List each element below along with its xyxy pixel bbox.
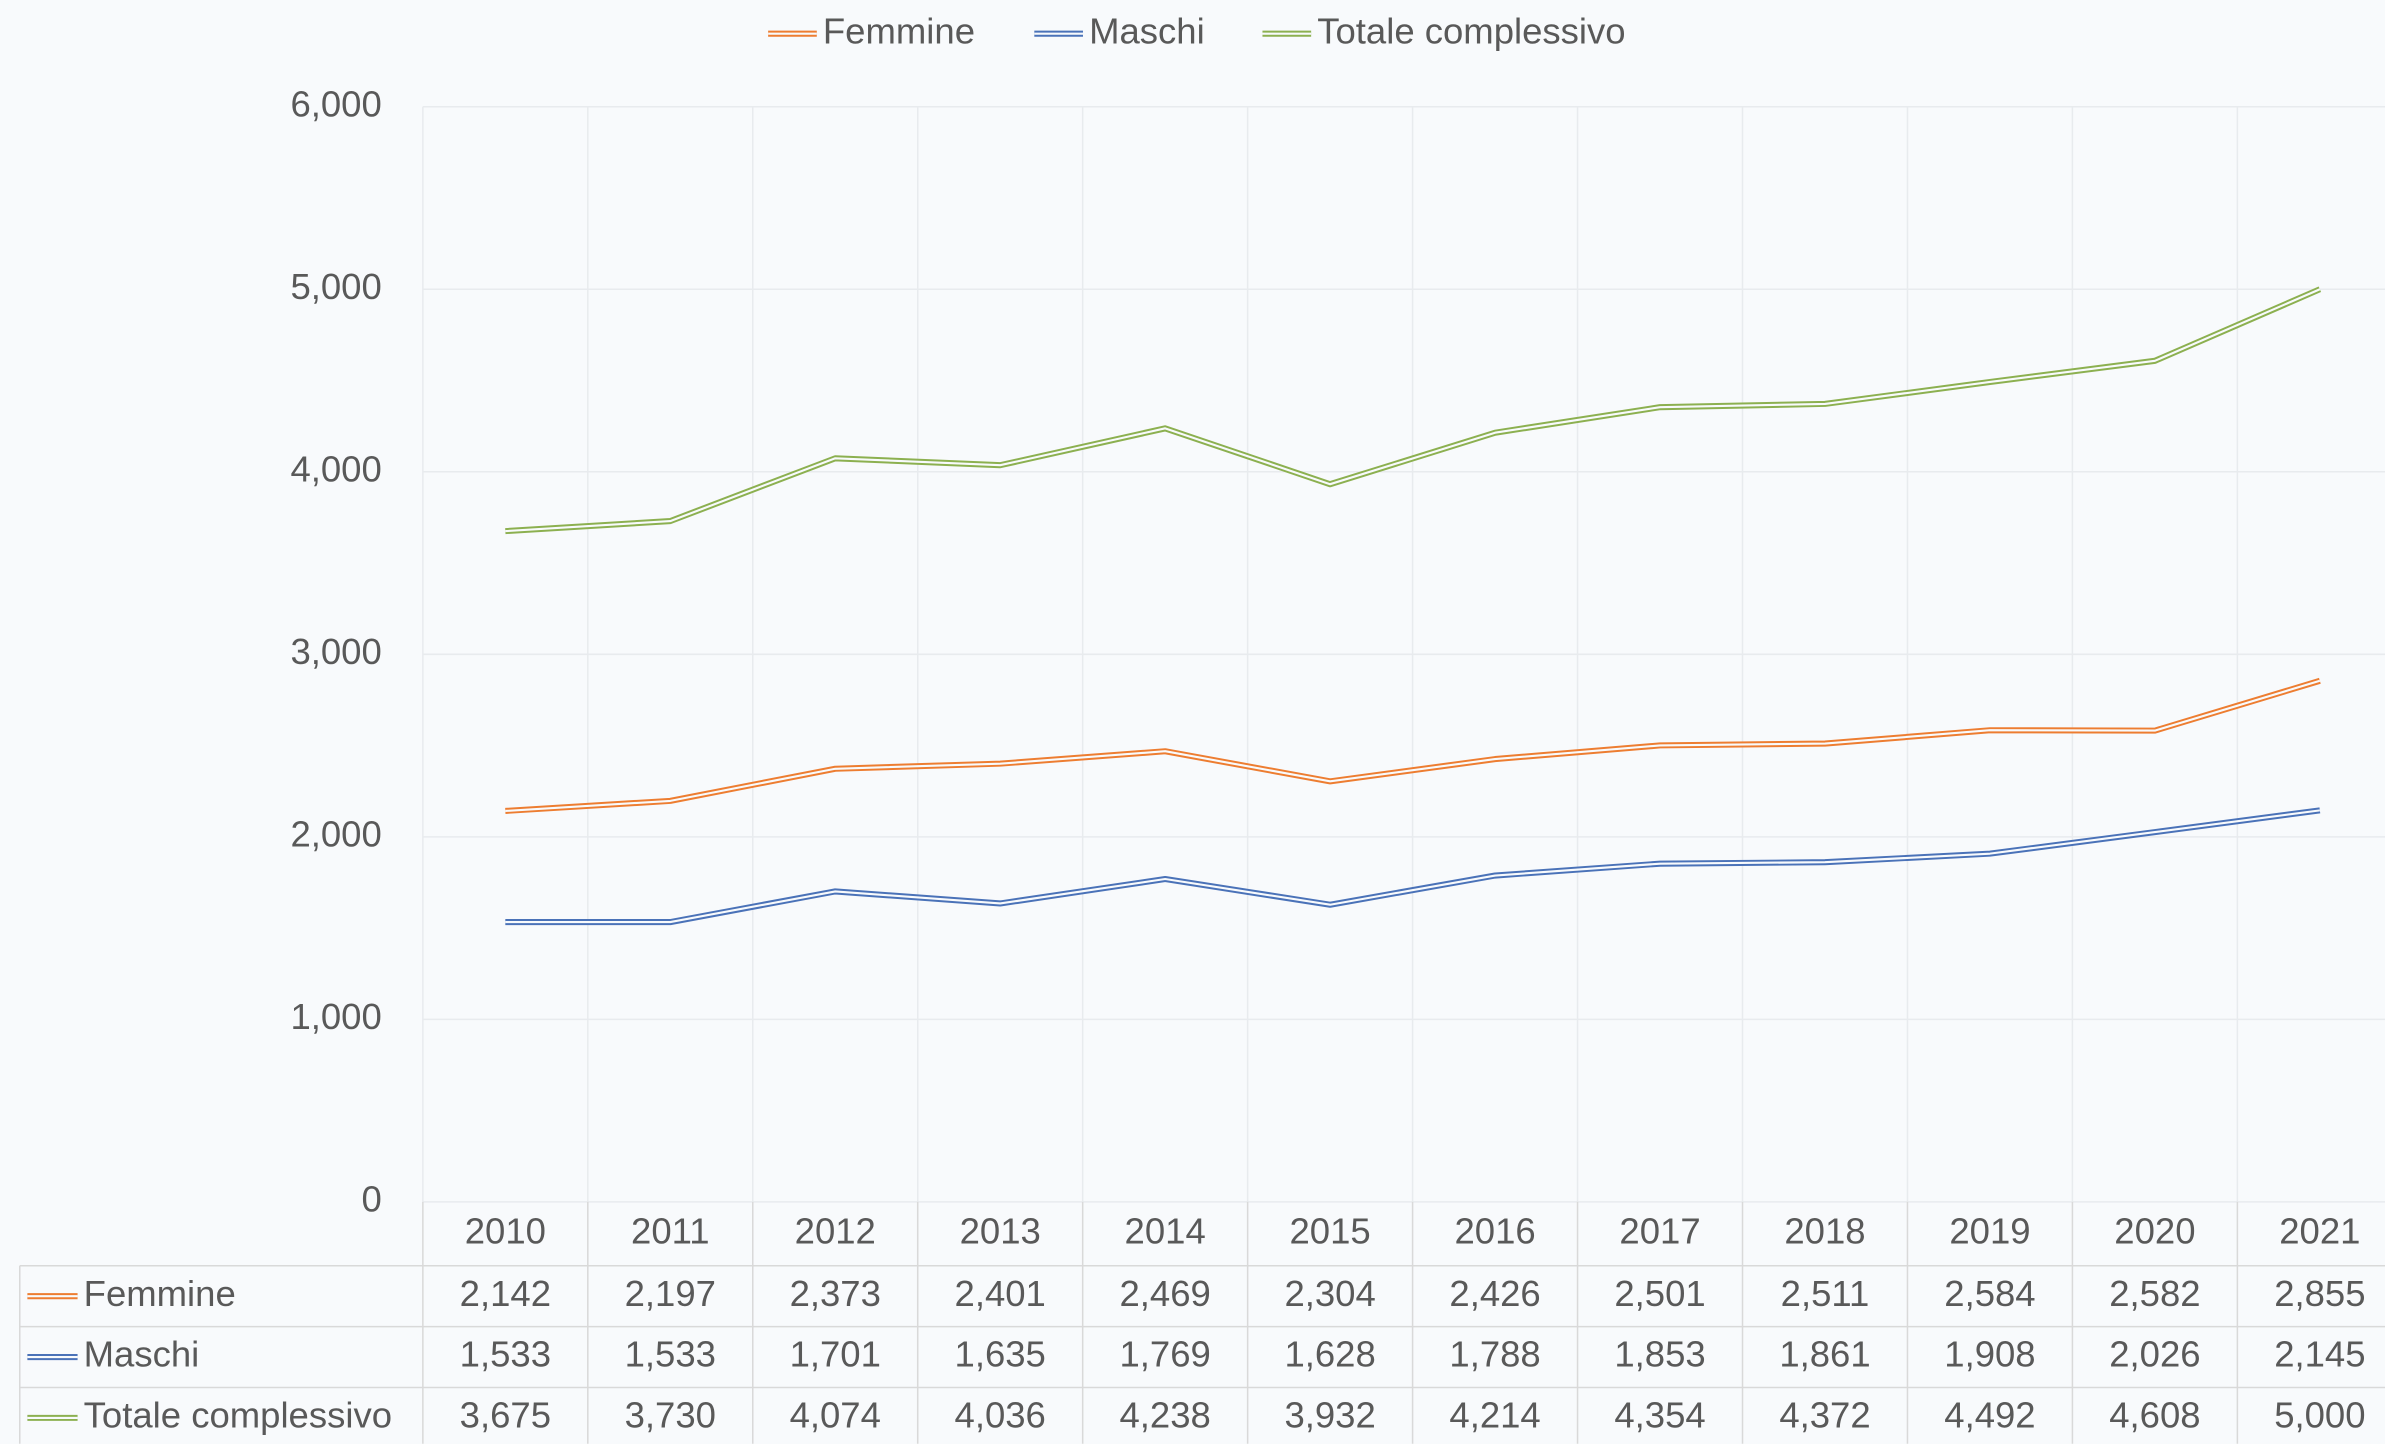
table-value: 4,492 <box>1944 1395 2035 1436</box>
table-value: 3,932 <box>1284 1395 1375 1436</box>
y-tick-label: 0 <box>361 1179 381 1220</box>
x-tick-label: 2010 <box>465 1210 546 1251</box>
table-value: 1,533 <box>460 1334 551 1375</box>
table-value: 2,469 <box>1119 1273 1210 1314</box>
table-value: 4,074 <box>790 1395 881 1436</box>
table-row-label: Totale complessivo <box>84 1395 392 1436</box>
table-value: 1,628 <box>1284 1334 1375 1375</box>
y-tick-label: 6,000 <box>290 83 381 124</box>
table-value: 1,908 <box>1944 1334 2035 1375</box>
table-value: 2,501 <box>1614 1273 1705 1314</box>
table-value: 2,511 <box>1781 1273 1870 1314</box>
table-value: 2,145 <box>2274 1334 2365 1375</box>
table-row-label: Femmine <box>84 1273 236 1314</box>
table-value: 2,304 <box>1284 1273 1375 1314</box>
table-value: 1,533 <box>625 1334 716 1375</box>
table-value: 1,788 <box>1449 1334 1540 1375</box>
x-tick-label: 2016 <box>1454 1210 1535 1251</box>
x-tick-label: 2015 <box>1290 1210 1371 1251</box>
table-row-label: Maschi <box>84 1334 200 1375</box>
table-value: 2,401 <box>955 1273 1046 1314</box>
table-value: 3,730 <box>625 1395 716 1436</box>
x-tick-label: 2018 <box>1784 1210 1865 1251</box>
table-value: 2,142 <box>460 1273 551 1314</box>
table-value: 4,214 <box>1449 1395 1540 1436</box>
table-value: 4,238 <box>1119 1395 1210 1436</box>
table-value: 2,426 <box>1449 1273 1540 1314</box>
y-tick-label: 4,000 <box>290 448 381 489</box>
x-tick-label: 2012 <box>795 1210 876 1251</box>
table-value: 1,861 <box>1779 1334 1870 1375</box>
table-value: 2,584 <box>1944 1273 2035 1314</box>
x-tick-label: 2021 <box>2279 1210 2360 1251</box>
table-value: 3,675 <box>460 1395 551 1436</box>
legend-label: Totale complessivo <box>1317 10 1625 51</box>
x-tick-label: 2019 <box>1949 1210 2030 1251</box>
table-value: 4,354 <box>1614 1395 1705 1436</box>
x-tick-label: 2020 <box>2114 1210 2195 1251</box>
x-tick-label: 2011 <box>631 1210 710 1251</box>
table-value: 2,373 <box>790 1273 881 1314</box>
table-value: 1,635 <box>955 1334 1046 1375</box>
x-tick-label: 2013 <box>960 1210 1041 1251</box>
table-value: 2,026 <box>2109 1334 2200 1375</box>
table-value: 1,853 <box>1614 1334 1705 1375</box>
y-tick-label: 1,000 <box>290 996 381 1037</box>
y-tick-label: 5,000 <box>290 266 381 307</box>
series-line-inner <box>505 809 2321 924</box>
x-tick-label: 2017 <box>1619 1210 1700 1251</box>
table-value: 1,701 <box>790 1334 881 1375</box>
y-tick-label: 2,000 <box>290 813 381 854</box>
table-value: 5,000 <box>2274 1395 2365 1436</box>
table-value: 4,036 <box>955 1395 1046 1436</box>
table-value: 4,608 <box>2109 1395 2200 1436</box>
legend-label: Femmine <box>823 10 975 51</box>
x-tick-label: 2014 <box>1125 1210 1206 1251</box>
table-value: 2,197 <box>625 1273 716 1314</box>
table-value: 4,372 <box>1779 1395 1870 1436</box>
table-value: 2,582 <box>2109 1273 2200 1314</box>
series-line-inner <box>505 288 2321 533</box>
series-line-inner <box>505 679 2321 812</box>
table-value: 1,769 <box>1119 1334 1210 1375</box>
y-tick-label: 3,000 <box>290 631 381 672</box>
legend-label: Maschi <box>1089 10 1205 51</box>
table-value: 2,855 <box>2274 1273 2365 1314</box>
